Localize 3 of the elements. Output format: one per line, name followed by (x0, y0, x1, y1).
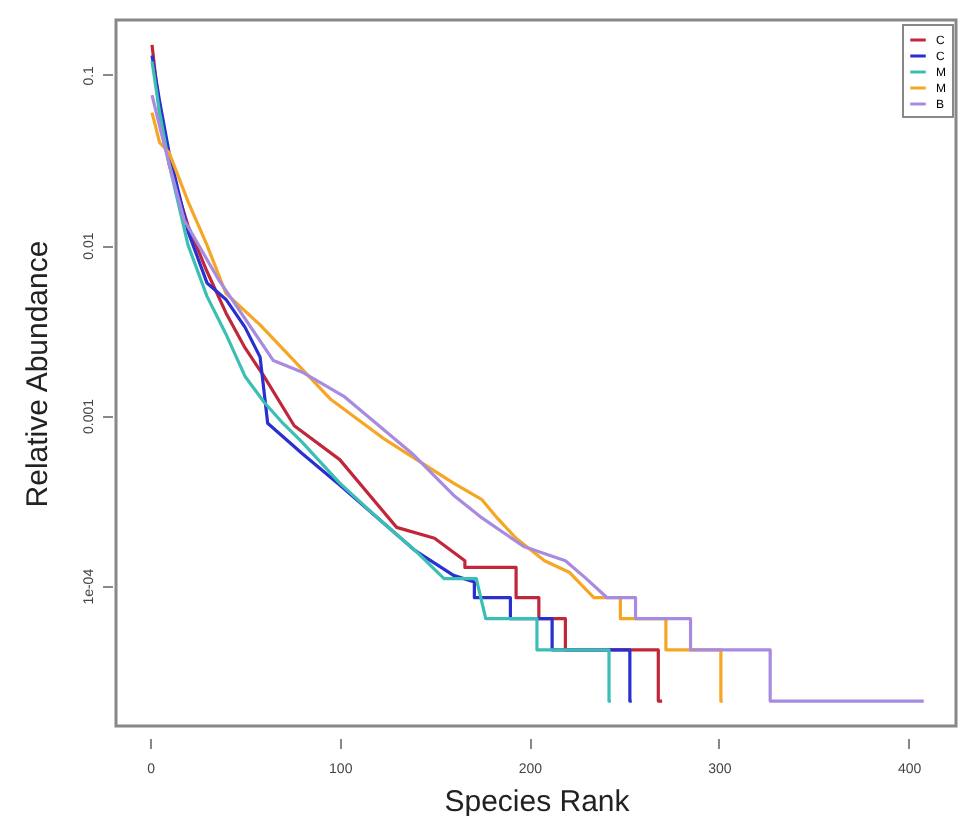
line-series (150, 111, 725, 703)
y-axis-title: Relative Abundance (21, 240, 55, 508)
line-series (150, 93, 926, 703)
